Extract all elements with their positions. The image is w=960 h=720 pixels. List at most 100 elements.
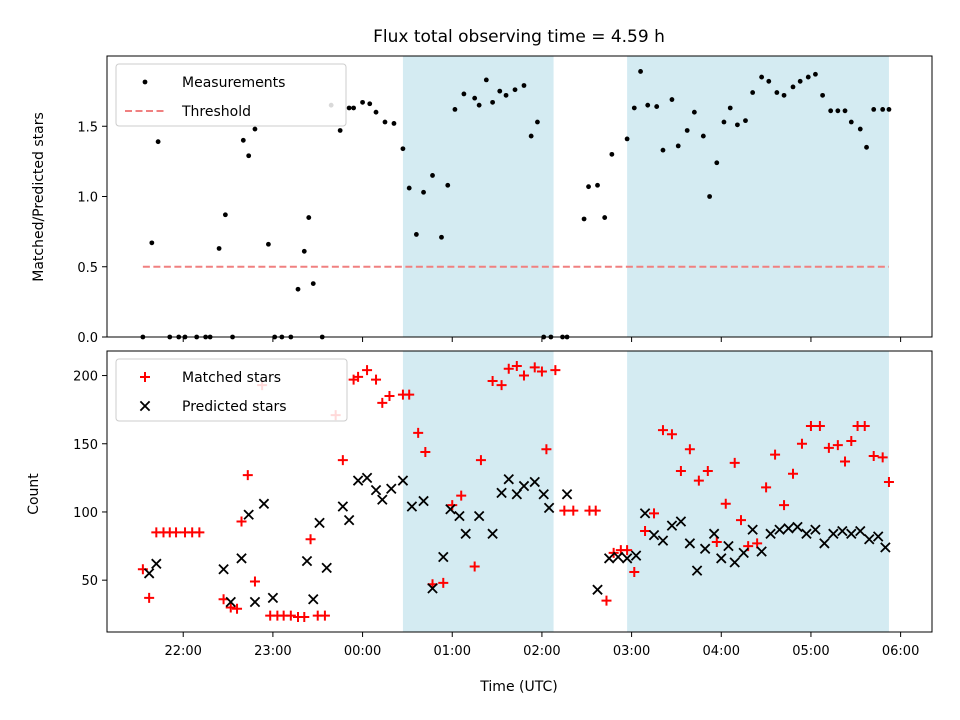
data-point xyxy=(752,538,763,549)
top-panel: 0.0 0.5 1.0 1.5 Measurements Threshold xyxy=(77,55,933,346)
data-point xyxy=(511,488,523,500)
data-point xyxy=(729,557,740,568)
data-point xyxy=(702,466,713,477)
data-point xyxy=(801,528,812,540)
data-point xyxy=(693,475,704,486)
observing-interval-1 xyxy=(402,351,554,632)
data-point xyxy=(406,185,412,191)
x-tick-label: 04:00 xyxy=(703,644,740,659)
data-point xyxy=(660,147,666,153)
data-point xyxy=(454,510,465,522)
data-point xyxy=(413,232,419,237)
data-point xyxy=(362,365,373,376)
data-point xyxy=(246,153,252,159)
data-point xyxy=(848,119,854,125)
data-point xyxy=(603,553,615,564)
data-point xyxy=(346,105,352,111)
data-point xyxy=(361,472,373,484)
data-point xyxy=(805,421,816,432)
data-point xyxy=(675,143,681,149)
data-point xyxy=(868,451,879,462)
chart-title: Flux total observing time = 4.59 h xyxy=(373,27,665,47)
data-point xyxy=(871,106,877,112)
legend-box xyxy=(115,63,347,127)
data-point xyxy=(472,95,478,101)
data-point xyxy=(654,104,660,109)
data-point xyxy=(828,528,839,540)
data-point xyxy=(657,425,668,436)
data-point xyxy=(266,241,271,247)
data-point xyxy=(406,501,418,512)
data-point xyxy=(747,524,758,535)
data-point xyxy=(236,516,247,527)
data-point xyxy=(691,565,703,576)
observing-interval-2 xyxy=(627,56,889,337)
data-point xyxy=(222,212,228,218)
data-point xyxy=(490,99,495,105)
legend-box xyxy=(115,358,348,422)
data-point xyxy=(194,527,205,538)
data-point xyxy=(770,449,781,460)
data-point xyxy=(601,595,612,606)
data-point xyxy=(797,78,803,84)
data-point xyxy=(528,133,534,139)
data-point xyxy=(483,77,489,83)
data-point xyxy=(512,87,518,93)
legend-entry: Threshold xyxy=(125,104,251,120)
data-point xyxy=(631,105,637,111)
data-point xyxy=(427,583,438,594)
data-point xyxy=(743,118,748,124)
data-point xyxy=(684,444,695,455)
data-point xyxy=(622,545,633,556)
data-point xyxy=(420,446,431,457)
data-point xyxy=(640,526,651,537)
data-point xyxy=(855,525,866,537)
data-point xyxy=(218,564,229,575)
data-point xyxy=(700,133,706,139)
data-point xyxy=(267,592,279,604)
data-point xyxy=(880,542,891,553)
data-point xyxy=(639,508,651,519)
data-point xyxy=(249,576,260,587)
data-point xyxy=(382,119,388,125)
y-tick-label: 100 xyxy=(73,506,98,521)
x-tick-label: 22:00 xyxy=(164,644,201,659)
data-point xyxy=(430,173,435,178)
data-point xyxy=(352,475,364,486)
data-point xyxy=(691,109,697,115)
legend-swatch xyxy=(139,400,151,412)
data-point xyxy=(629,566,640,577)
data-point xyxy=(538,488,549,500)
data-point xyxy=(353,371,364,382)
data-point xyxy=(846,528,857,540)
data-point xyxy=(460,528,471,540)
data-point xyxy=(638,69,643,74)
data-point xyxy=(774,90,780,95)
data-point xyxy=(137,564,148,575)
data-point xyxy=(397,475,409,486)
data-point xyxy=(669,97,675,102)
y-tick-label: 0.5 xyxy=(77,261,98,276)
data-point xyxy=(684,538,696,549)
data-point xyxy=(236,553,247,564)
data-point xyxy=(529,476,540,488)
data-point xyxy=(496,487,507,499)
data-point xyxy=(518,480,530,492)
data-point xyxy=(792,521,803,533)
data-point xyxy=(321,562,332,574)
data-point xyxy=(377,494,388,505)
data-point xyxy=(404,389,415,400)
data-point xyxy=(314,517,325,529)
data-point xyxy=(859,421,870,432)
legend-entry: Predicted stars xyxy=(139,399,287,415)
data-point xyxy=(240,137,246,143)
data-point xyxy=(452,106,458,112)
x-tick-label: 01:00 xyxy=(434,644,471,659)
y-tick-label: 200 xyxy=(73,370,98,385)
legend-label: Predicted stars xyxy=(182,399,287,415)
data-point xyxy=(535,119,540,125)
x-tick-label: 06:00 xyxy=(882,644,919,659)
data-point xyxy=(761,482,772,493)
data-point xyxy=(151,558,162,570)
data-point xyxy=(586,184,591,190)
